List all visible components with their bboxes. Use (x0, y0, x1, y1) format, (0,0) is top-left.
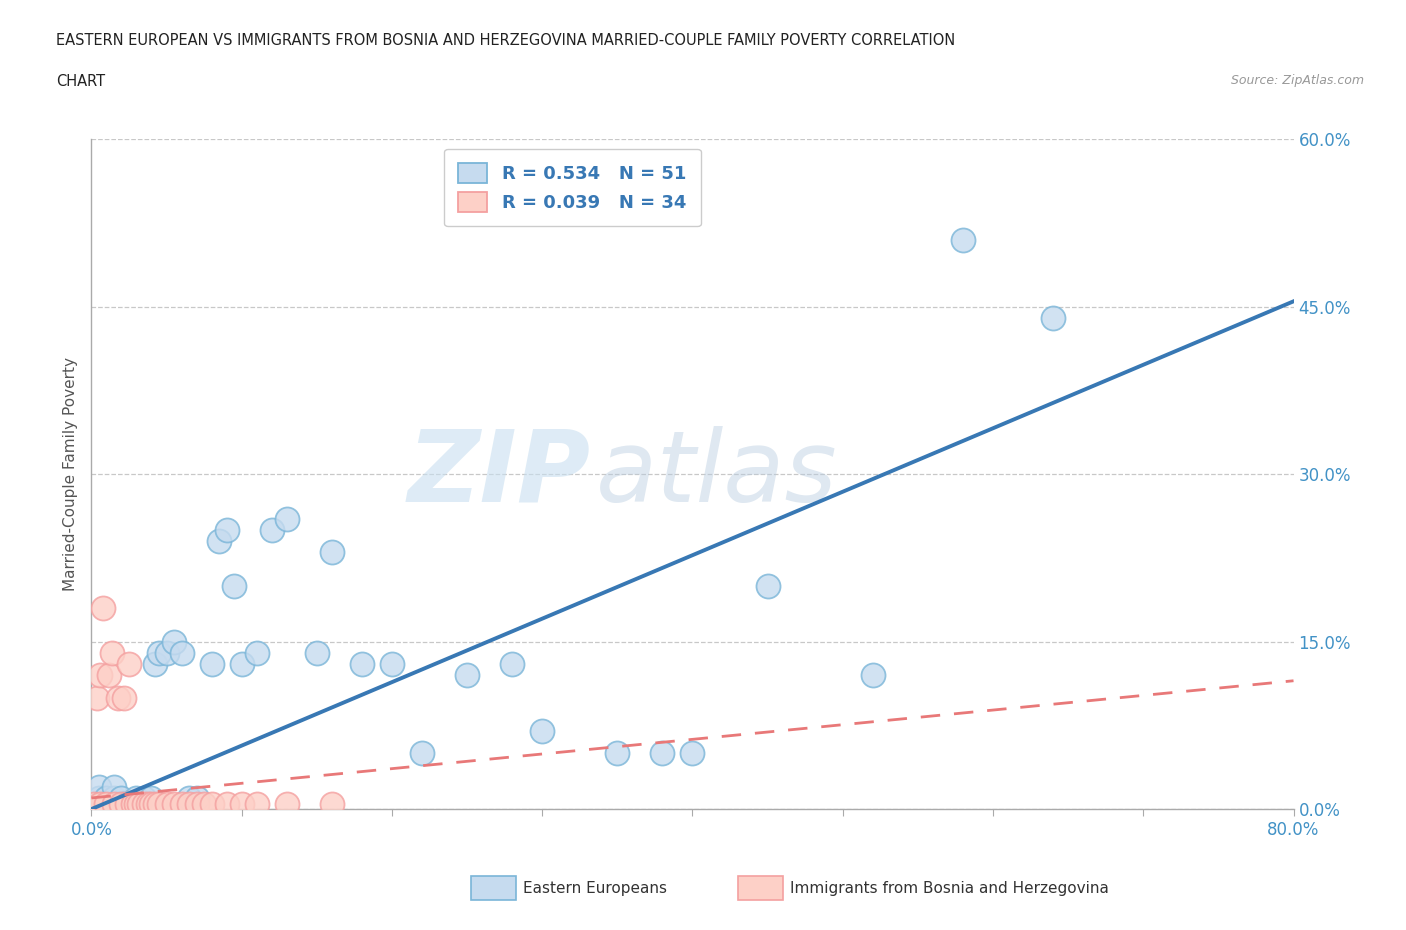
Point (110, 796, 132, 811)
Point (276, 512, 298, 526)
Point (155, 796, 177, 811)
Point (952, 232, 974, 247)
Point (138, 796, 160, 811)
Text: CHART: CHART (56, 74, 105, 89)
Point (215, 796, 238, 811)
Point (96, 796, 118, 811)
Point (531, 724, 554, 738)
Point (215, 523, 238, 538)
Point (96, 796, 118, 811)
Point (87, 779, 110, 794)
Point (163, 634, 186, 649)
Point (224, 578, 246, 593)
Point (246, 645, 269, 660)
Point (411, 746, 433, 761)
Point (118, 796, 141, 811)
Point (96, 790, 118, 805)
Point (107, 796, 129, 811)
Point (103, 779, 125, 794)
Point (681, 746, 703, 761)
Point (143, 657, 166, 671)
Point (163, 796, 186, 811)
Point (114, 796, 136, 811)
Point (193, 796, 215, 811)
Point (381, 657, 404, 671)
Point (141, 796, 163, 811)
Point (117, 796, 139, 811)
Point (93, 601, 115, 616)
Point (103, 796, 125, 811)
Point (186, 796, 208, 811)
Point (138, 796, 160, 811)
Point (103, 790, 125, 805)
Text: atlas: atlas (596, 426, 838, 523)
Point (141, 790, 163, 805)
Text: Immigrants from Bosnia and Herzegovina: Immigrants from Bosnia and Herzegovina (790, 881, 1109, 896)
Point (110, 796, 132, 811)
Point (148, 645, 170, 660)
Point (132, 790, 155, 805)
Point (170, 796, 193, 811)
Point (201, 796, 224, 811)
Point (125, 790, 148, 805)
Point (87, 790, 110, 805)
Point (125, 796, 148, 811)
Point (128, 796, 150, 811)
Text: Source: ZipAtlas.com: Source: ZipAtlas.com (1230, 74, 1364, 87)
Point (756, 578, 779, 593)
Point (501, 657, 523, 671)
Point (186, 790, 208, 805)
Point (246, 796, 269, 811)
Point (350, 657, 373, 671)
Point (98, 796, 121, 811)
Point (155, 645, 177, 660)
Point (107, 690, 129, 705)
Point (114, 690, 136, 705)
Point (208, 534, 231, 549)
Point (122, 796, 145, 811)
Point (125, 796, 148, 811)
Point (83, 796, 105, 811)
Point (128, 796, 150, 811)
Legend: R = 0.534   N = 51, R = 0.039   N = 34: R = 0.534 N = 51, R = 0.039 N = 34 (444, 149, 700, 226)
Point (321, 545, 343, 560)
Point (862, 668, 884, 683)
Point (305, 645, 328, 660)
Point (86, 690, 108, 705)
Point (98, 668, 121, 683)
Point (93, 796, 115, 811)
Point (132, 796, 155, 811)
Point (231, 657, 253, 671)
Point (122, 796, 145, 811)
Point (148, 796, 170, 811)
Point (651, 746, 673, 761)
Point (118, 657, 141, 671)
Text: Eastern Europeans: Eastern Europeans (523, 881, 666, 896)
Point (321, 796, 343, 811)
Point (170, 645, 193, 660)
Text: ZIP: ZIP (408, 426, 591, 523)
Point (177, 790, 200, 805)
Point (276, 796, 298, 811)
Point (456, 668, 478, 683)
Point (87, 796, 110, 811)
Point (177, 796, 200, 811)
Point (89, 668, 111, 683)
Text: EASTERN EUROPEAN VS IMMIGRANTS FROM BOSNIA AND HERZEGOVINA MARRIED-COUPLE FAMILY: EASTERN EUROPEAN VS IMMIGRANTS FROM BOSN… (56, 33, 956, 47)
Point (143, 796, 166, 811)
Point (231, 796, 253, 811)
Y-axis label: Married-Couple Family Poverty: Married-Couple Family Poverty (63, 357, 79, 591)
Point (101, 645, 124, 660)
Point (260, 523, 283, 538)
Point (110, 790, 132, 805)
Point (606, 746, 628, 761)
Point (201, 657, 224, 671)
Point (1042, 311, 1064, 325)
Point (89, 796, 111, 811)
